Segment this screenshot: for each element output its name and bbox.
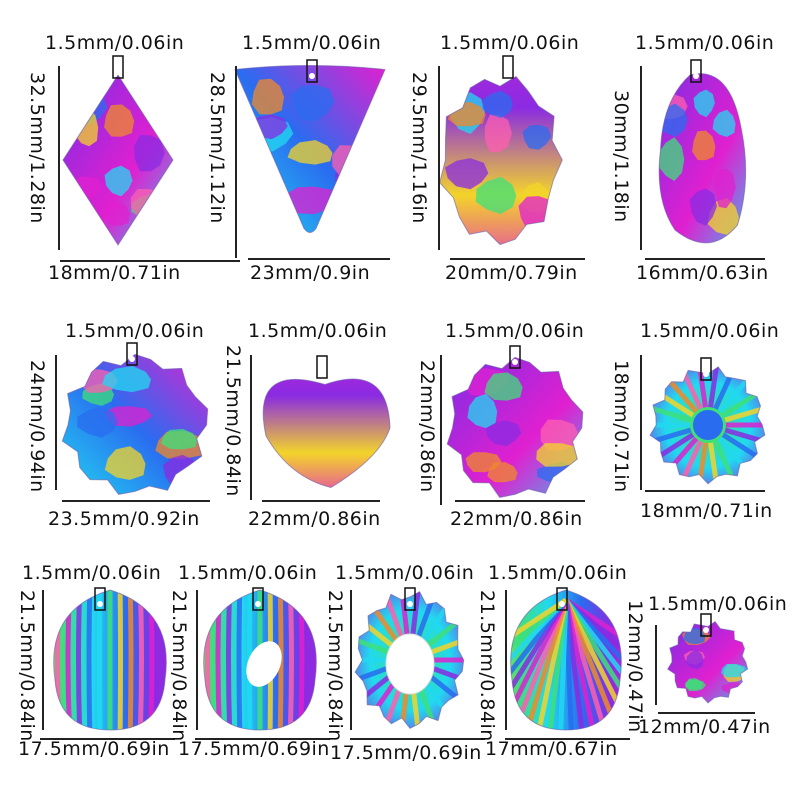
width-label: 18mm/0.71in bbox=[640, 500, 773, 522]
height-label: 22mm/0.86in bbox=[416, 360, 438, 493]
width-dimension-line bbox=[658, 712, 755, 714]
height-label: 24mm/0.94in bbox=[26, 360, 48, 493]
hole-size-label: 1.5mm/0.06in bbox=[242, 32, 382, 54]
width-label: 17.5mm/0.69in bbox=[330, 742, 482, 764]
height-dimension-line bbox=[438, 66, 440, 250]
hole-marker bbox=[700, 357, 712, 381]
height-dimension-line bbox=[440, 355, 442, 505]
width-dimension-line bbox=[450, 258, 585, 260]
pendant-oval-ring bbox=[354, 587, 465, 730]
hole-marker bbox=[509, 345, 521, 369]
pendant-oval bbox=[439, 55, 563, 246]
hole-marker bbox=[556, 587, 568, 611]
width-dimension-line bbox=[40, 738, 175, 740]
height-label: 21.5mm/0.84in bbox=[168, 590, 190, 742]
width-dimension-line bbox=[350, 738, 485, 740]
width-label: 20mm/0.79in bbox=[445, 262, 578, 284]
height-dimension-line bbox=[655, 625, 657, 705]
height-dimension-line bbox=[505, 590, 507, 730]
width-dimension-line bbox=[195, 738, 330, 740]
height-label: 21.5mm/0.84in bbox=[222, 345, 244, 497]
hole-marker bbox=[404, 587, 416, 611]
hole-size-label: 1.5mm/0.06in bbox=[640, 320, 780, 342]
height-label: 30mm/1.18in bbox=[610, 90, 632, 223]
hole-marker bbox=[690, 59, 702, 83]
hole-size-label: 1.5mm/0.06in bbox=[648, 593, 788, 615]
hole-size-label: 1.5mm/0.06in bbox=[488, 562, 628, 584]
hole-size-label: 1.5mm/0.06in bbox=[635, 32, 775, 54]
pendant-teardrop-hollow bbox=[203, 587, 317, 731]
height-label: 29.5mm/1.16in bbox=[408, 72, 430, 224]
hole-size-label: 1.5mm/0.06in bbox=[248, 320, 388, 342]
height-dimension-line bbox=[58, 66, 60, 250]
width-label: 17mm/0.67in bbox=[485, 738, 618, 760]
width-label: 17.5mm/0.69in bbox=[18, 738, 170, 760]
height-dimension-line bbox=[55, 355, 57, 490]
height-label: 28.5mm/1.12in bbox=[206, 72, 228, 224]
width-label: 22mm/0.86in bbox=[248, 508, 381, 530]
width-dimension-line bbox=[455, 500, 585, 502]
hole-marker bbox=[94, 587, 106, 611]
height-label: 12mm/0.47in bbox=[624, 600, 646, 733]
hole-size-label: 1.5mm/0.06in bbox=[178, 562, 318, 584]
height-label: 21.5mm/0.84in bbox=[324, 590, 346, 742]
hole-size-label: 1.5mm/0.06in bbox=[22, 562, 162, 584]
width-dimension-line bbox=[248, 258, 390, 260]
height-label: 21.5mm/0.84in bbox=[476, 590, 498, 742]
width-label: 23mm/0.9in bbox=[250, 262, 371, 284]
width-label: 12mm/0.47in bbox=[638, 716, 771, 738]
hole-size-label: 1.5mm/0.06in bbox=[445, 320, 585, 342]
width-label: 16mm/0.63in bbox=[636, 262, 769, 284]
height-label: 21.5mm/0.84in bbox=[16, 590, 38, 742]
hole-marker bbox=[502, 55, 514, 79]
pendant-teardrop bbox=[53, 587, 167, 731]
height-label: 18mm/0.71in bbox=[610, 360, 632, 493]
hole-size-label: 1.5mm/0.06in bbox=[440, 32, 580, 54]
height-dimension-line bbox=[250, 355, 252, 500]
height-dimension-line bbox=[350, 590, 352, 730]
width-dimension-line bbox=[60, 260, 240, 262]
width-dimension-line bbox=[62, 500, 210, 502]
height-dimension-line bbox=[640, 66, 642, 250]
hole-size-label: 1.5mm/0.06in bbox=[335, 562, 475, 584]
hole-size-label: 1.5mm/0.06in bbox=[45, 32, 185, 54]
hole-marker bbox=[126, 342, 138, 366]
height-label: 32.5mm/1.28in bbox=[26, 72, 48, 224]
hole-marker bbox=[306, 59, 318, 83]
hole-marker bbox=[112, 55, 124, 79]
hole-marker bbox=[316, 355, 328, 379]
height-dimension-line bbox=[42, 590, 44, 730]
width-label: 23.5mm/0.92in bbox=[48, 508, 200, 530]
hole-marker bbox=[700, 613, 712, 637]
width-dimension-line bbox=[505, 738, 630, 740]
hole-size-label: 1.5mm/0.06in bbox=[65, 320, 205, 342]
height-dimension-line bbox=[640, 355, 642, 490]
hole-marker bbox=[252, 587, 264, 611]
height-dimension-line bbox=[196, 590, 198, 730]
height-dimension-line bbox=[235, 66, 237, 258]
width-dimension-line bbox=[645, 490, 765, 492]
width-label: 17.5mm/0.69in bbox=[178, 738, 330, 760]
width-label: 22mm/0.86in bbox=[450, 508, 583, 530]
width-dimension-line bbox=[645, 258, 765, 260]
width-label: 18mm/0.71in bbox=[48, 262, 181, 284]
width-dimension-line bbox=[262, 500, 380, 502]
